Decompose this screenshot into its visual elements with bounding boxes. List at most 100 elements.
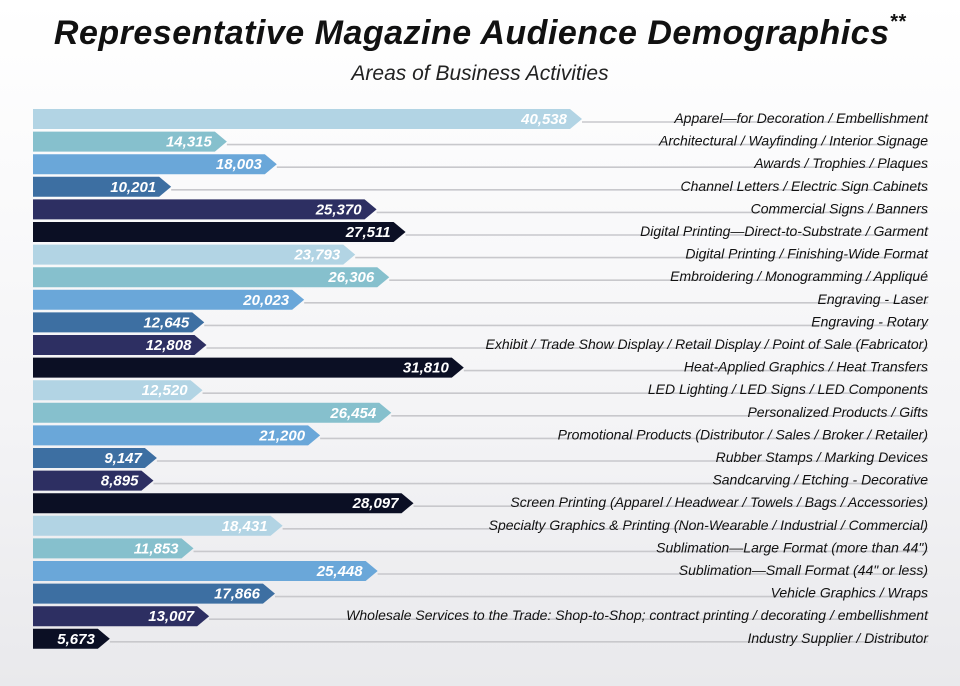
bar [33, 493, 414, 514]
bar-value-label: 8,895 [101, 473, 139, 490]
bar [33, 199, 377, 220]
bar-row: 25,370 Commercial Signs / Banners [33, 199, 928, 220]
bar [33, 289, 305, 310]
bar [33, 583, 275, 604]
category-label: Engraving - Rotary [811, 313, 929, 329]
chart-title-footnote-mark: ** [889, 10, 907, 33]
category-label: Industry Supplier / Distributor [747, 630, 929, 646]
category-label: Digital Printing—Direct-to-Substrate / G… [640, 223, 929, 239]
bar-row: 11,853 Sublimation—Large Format (more tha… [33, 538, 928, 559]
bar-value-label: 13,007 [148, 608, 195, 625]
bar-value-label: 14,315 [166, 134, 213, 151]
bar-row: 21,200 Promotional Products (Distributor … [33, 425, 928, 446]
bar-row: 18,431 Specialty Graphics & Printing (Non… [33, 515, 928, 536]
bar-value-label: 21,200 [258, 427, 306, 444]
bar-row: 31,810 Heat-Applied Graphics / Heat Trans… [33, 357, 928, 378]
bar-value-label: 18,431 [222, 518, 268, 535]
bar-row: 13,007 Wholesale Services to the Trade: S… [33, 606, 929, 627]
bar [33, 402, 392, 423]
bar [33, 154, 277, 175]
bar-value-label: 26,454 [329, 405, 377, 422]
bar-row: 10,201 Channel Letters / Electric Sign Ca… [33, 176, 928, 197]
bar-row: 26,454 Personalized Products / Gifts [33, 402, 928, 423]
bar-value-label: 12,808 [146, 337, 193, 354]
bar-value-label: 17,866 [214, 586, 261, 603]
bar [33, 312, 205, 333]
bar [33, 131, 227, 152]
category-label: Exhibit / Trade Show Display / Retail Di… [486, 336, 928, 352]
bar-value-label: 20,023 [242, 292, 290, 309]
bar-row: 17,866 Vehicle Graphics / Wraps [33, 583, 928, 604]
bar [33, 425, 321, 446]
bar [33, 267, 390, 288]
bar-row: 20,023 Engraving - Laser [33, 289, 929, 310]
bar [33, 222, 406, 242]
bar-row: 9,147 Rubber Stamps / Marking Devices [33, 448, 928, 468]
bar [33, 335, 207, 355]
bar-row: 14,315 Architectural / Wayfinding / Inter… [33, 131, 928, 152]
bar-value-label: 40,538 [520, 111, 568, 128]
category-label: Personalized Products / Gifts [747, 404, 928, 420]
category-label: Promotional Products (Distributor / Sale… [558, 426, 928, 442]
bar [33, 109, 582, 129]
bar-value-label: 10,201 [110, 179, 156, 196]
bar-row: 12,808 Exhibit / Trade Show Display / Ret… [33, 335, 928, 355]
bar-value-label: 12,645 [143, 314, 190, 331]
bar-value-label: 26,306 [327, 269, 375, 286]
bar [33, 176, 172, 197]
category-label: Commercial Signs / Banners [751, 200, 928, 216]
bar [33, 628, 110, 649]
bar-row: 12,645 Engraving - Rotary [33, 312, 929, 333]
bar-value-label: 23,793 [293, 247, 341, 264]
bar-row: 40,538 Apparel—for Decoration / Embellish… [33, 109, 929, 129]
bar [33, 561, 378, 581]
category-label: Specialty Graphics & Printing (Non-Weara… [489, 517, 928, 533]
bar-value-label: 5,673 [57, 631, 95, 648]
category-label: Sublimation—Small Format (44" or less) [679, 562, 928, 578]
category-label: Awards / Trophies / Plaques [753, 155, 928, 171]
bar-value-label: 27,511 [345, 224, 391, 241]
bar [33, 606, 210, 627]
bar-row: 18,003 Awards / Trophies / Plaques [33, 154, 928, 175]
bar [33, 515, 283, 536]
category-label: Sublimation—Large Format (more than 44") [656, 539, 928, 555]
bar-row: 5,673 Industry Supplier / Distributor [33, 628, 929, 649]
category-label: Screen Printing (Apparel / Headwear / To… [510, 494, 928, 510]
bar [33, 244, 356, 265]
bar [33, 470, 154, 491]
bar-row: 28,097 Screen Printing (Apparel / Headwea… [33, 493, 928, 514]
bar-value-label: 9,147 [104, 450, 142, 467]
bar-row: 26,306 Embroidering / Monogramming / Appl… [33, 267, 928, 288]
category-label: Wholesale Services to the Trade: Shop-to… [346, 607, 929, 623]
category-label: Channel Letters / Electric Sign Cabinets [681, 178, 928, 194]
chart-title-text: Representative Magazine Audience Demogra… [53, 14, 890, 52]
bar-value-label: 12,520 [142, 382, 189, 399]
bar-row: 12,520 LED Lighting / LED Signs / LED Com… [33, 380, 928, 401]
bar-value-label: 18,003 [216, 156, 263, 173]
bar-row: 23,793 Digital Printing / Finishing-Wide … [33, 244, 929, 265]
category-label: Embroidering / Monogramming / Appliqué [670, 268, 928, 284]
category-label: LED Lighting / LED Signs / LED Component… [648, 381, 928, 397]
chart-subtitle: Areas of Business Activities [351, 62, 609, 85]
bar-row: 8,895 Sandcarving / Etching - Decorative [33, 470, 928, 491]
category-label: Digital Printing / Finishing-Wide Format [685, 246, 929, 262]
bar [33, 380, 203, 401]
bar [33, 538, 194, 559]
bar-value-label: 11,853 [134, 540, 179, 557]
bar [33, 448, 157, 468]
bar-value-label: 28,097 [352, 495, 400, 512]
bar-row: 25,448 Sublimation—Small Format (44" or l… [33, 561, 928, 581]
category-label: Engraving - Laser [817, 291, 929, 307]
category-label: Rubber Stamps / Marking Devices [716, 449, 928, 465]
category-label: Sandcarving / Etching - Decorative [712, 472, 928, 488]
category-label: Apparel—for Decoration / Embellishment [673, 110, 929, 126]
category-label: Architectural / Wayfinding / Interior Si… [658, 133, 928, 149]
category-label: Vehicle Graphics / Wraps [771, 585, 928, 601]
chart-title: Representative Magazine Audience Demogra… [0, 10, 960, 53]
bar-value-label: 25,370 [315, 201, 363, 218]
bar [33, 357, 464, 378]
bar-row: 27,511 Digital Printing—Direct-to-Substra… [33, 222, 929, 242]
bar-value-label: 25,448 [316, 563, 364, 580]
category-label: Heat-Applied Graphics / Heat Transfers [684, 359, 928, 375]
